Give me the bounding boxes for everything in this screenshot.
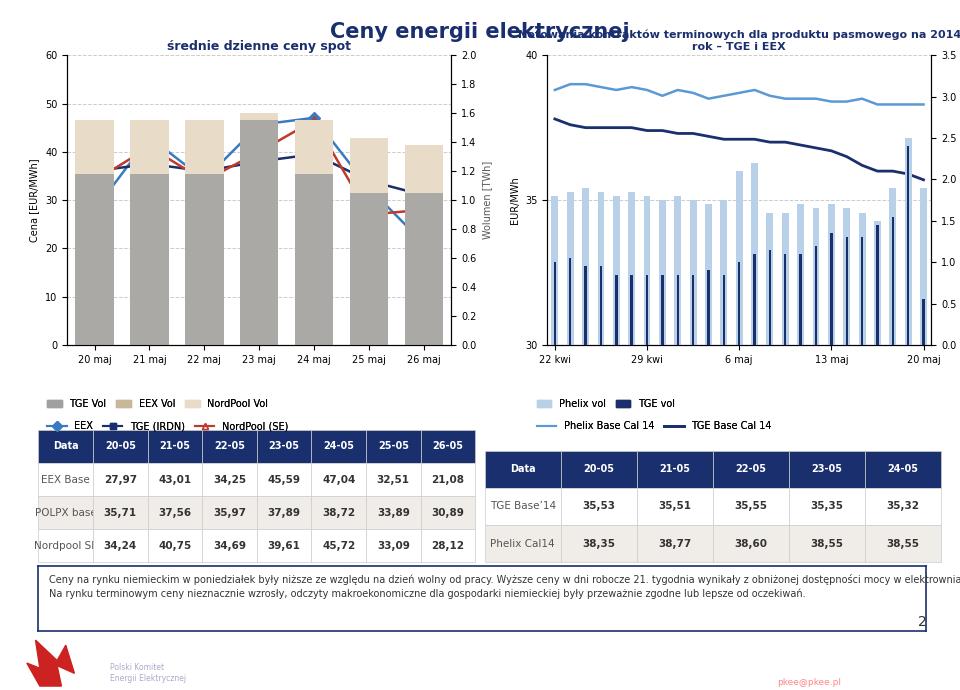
Text: Polski Komitet
Energii Elektrycznej: Polski Komitet Energii Elektrycznej [110,663,186,684]
Bar [766,213,774,345]
Bar [923,299,924,345]
Bar [349,193,388,345]
Text: PKEE: PKEE [110,647,142,658]
Bar [643,196,651,345]
Y-axis label: Wolumen [TWh]: Wolumen [TWh] [482,161,492,239]
Bar [876,225,878,345]
Bar [597,192,605,345]
Bar [907,146,909,345]
Bar [858,213,866,345]
Text: Lokalizacja Biura PKEE:: Lokalizacja Biura PKEE: [614,647,719,656]
Bar [76,174,114,345]
Bar [677,275,679,345]
Bar [295,120,333,345]
Bar [404,145,443,345]
Bar [735,171,743,345]
Bar [131,120,169,345]
Bar [674,196,682,345]
Bar [723,275,725,345]
Bar [720,200,728,345]
Bar [631,275,633,345]
Bar [861,237,863,345]
Bar [781,213,789,345]
Text: 00-003 Warszawa: 00-003 Warszawa [614,678,694,687]
Bar [585,266,587,345]
Bar [751,163,758,345]
Bar [846,237,848,345]
Bar [404,193,443,345]
Bar [600,266,602,345]
Text: tel/fax (22) 505 46 25: tel/fax (22) 505 46 25 [778,662,876,671]
Bar [582,188,589,345]
Bar [800,254,802,345]
Text: ul. Jasna 15: ul. Jasna 15 [614,662,667,671]
Legend: TGE Vol, EEX Vol, NordPool Vol: TGE Vol, EEX Vol, NordPool Vol [43,395,273,413]
Bar [797,204,804,345]
Bar [612,196,620,345]
Bar [754,254,756,345]
Bar [76,120,114,345]
Bar [708,270,709,345]
Bar [769,250,771,345]
Text: Ceny rozliczeniowe – rynek terminowy [EUR/MWh]: Ceny rozliczeniowe – rynek terminowy [EU… [557,437,869,447]
Bar [131,174,169,345]
Bar [830,233,832,345]
Bar [240,120,278,345]
Polygon shape [27,640,74,686]
Text: Ceny na rynku niemieckim w poniedziałek były niższe ze względu na dzień wolny od: Ceny na rynku niemieckim w poniedziałek … [49,573,960,600]
Bar [738,262,740,345]
Bar [551,196,559,345]
Bar [659,200,666,345]
Bar [569,258,571,345]
Bar [920,188,927,345]
Text: średnie dzienne ceny spot [EUR/MWh]: średnie dzienne ceny spot [EUR/MWh] [137,416,376,427]
Bar [692,275,694,345]
Bar [349,138,388,345]
Bar [812,208,820,345]
Bar [295,174,333,345]
Title: średnie dzienne ceny spot: średnie dzienne ceny spot [167,39,351,52]
Legend: EEX, TGE (IRDN), NordPool (SE): EEX, TGE (IRDN), NordPool (SE) [43,417,293,435]
Bar [646,275,648,345]
Bar [615,275,617,345]
Text: 2: 2 [918,615,926,629]
Y-axis label: Cena [EUR/MWh]: Cena [EUR/MWh] [30,158,39,242]
Bar [784,254,786,345]
Legend: Phelix Base Cal 14, TGE Base Cal 14: Phelix Base Cal 14, TGE Base Cal 14 [533,417,776,435]
Bar [628,192,636,345]
Bar [566,192,574,345]
Bar [815,246,817,345]
Bar [240,113,278,345]
Bar [889,188,897,345]
Bar [705,204,712,345]
Bar [661,275,663,345]
Text: Ceny energii elektrycznej: Ceny energii elektrycznej [330,22,630,42]
Text: pkee@pkee.pl: pkee@pkee.pl [778,678,842,687]
Bar [828,204,835,345]
Bar [689,200,697,345]
Text: tel. (22) 505 46 93: tel. (22) 505 46 93 [778,647,862,656]
Bar [892,217,894,345]
Bar [874,221,881,345]
Bar [185,120,224,345]
Bar [904,138,912,345]
Bar [843,208,851,345]
Y-axis label: EUR/MWh: EUR/MWh [510,176,519,224]
Bar [554,262,556,345]
Legend: Phelix vol, TGE vol: Phelix vol, TGE vol [533,395,679,413]
Title: Notowania kontraktów terminowych dla produktu pasmowego na 2014
rok – TGE i EEX: Notowania kontraktów terminowych dla pro… [517,30,960,52]
Bar [185,174,224,345]
